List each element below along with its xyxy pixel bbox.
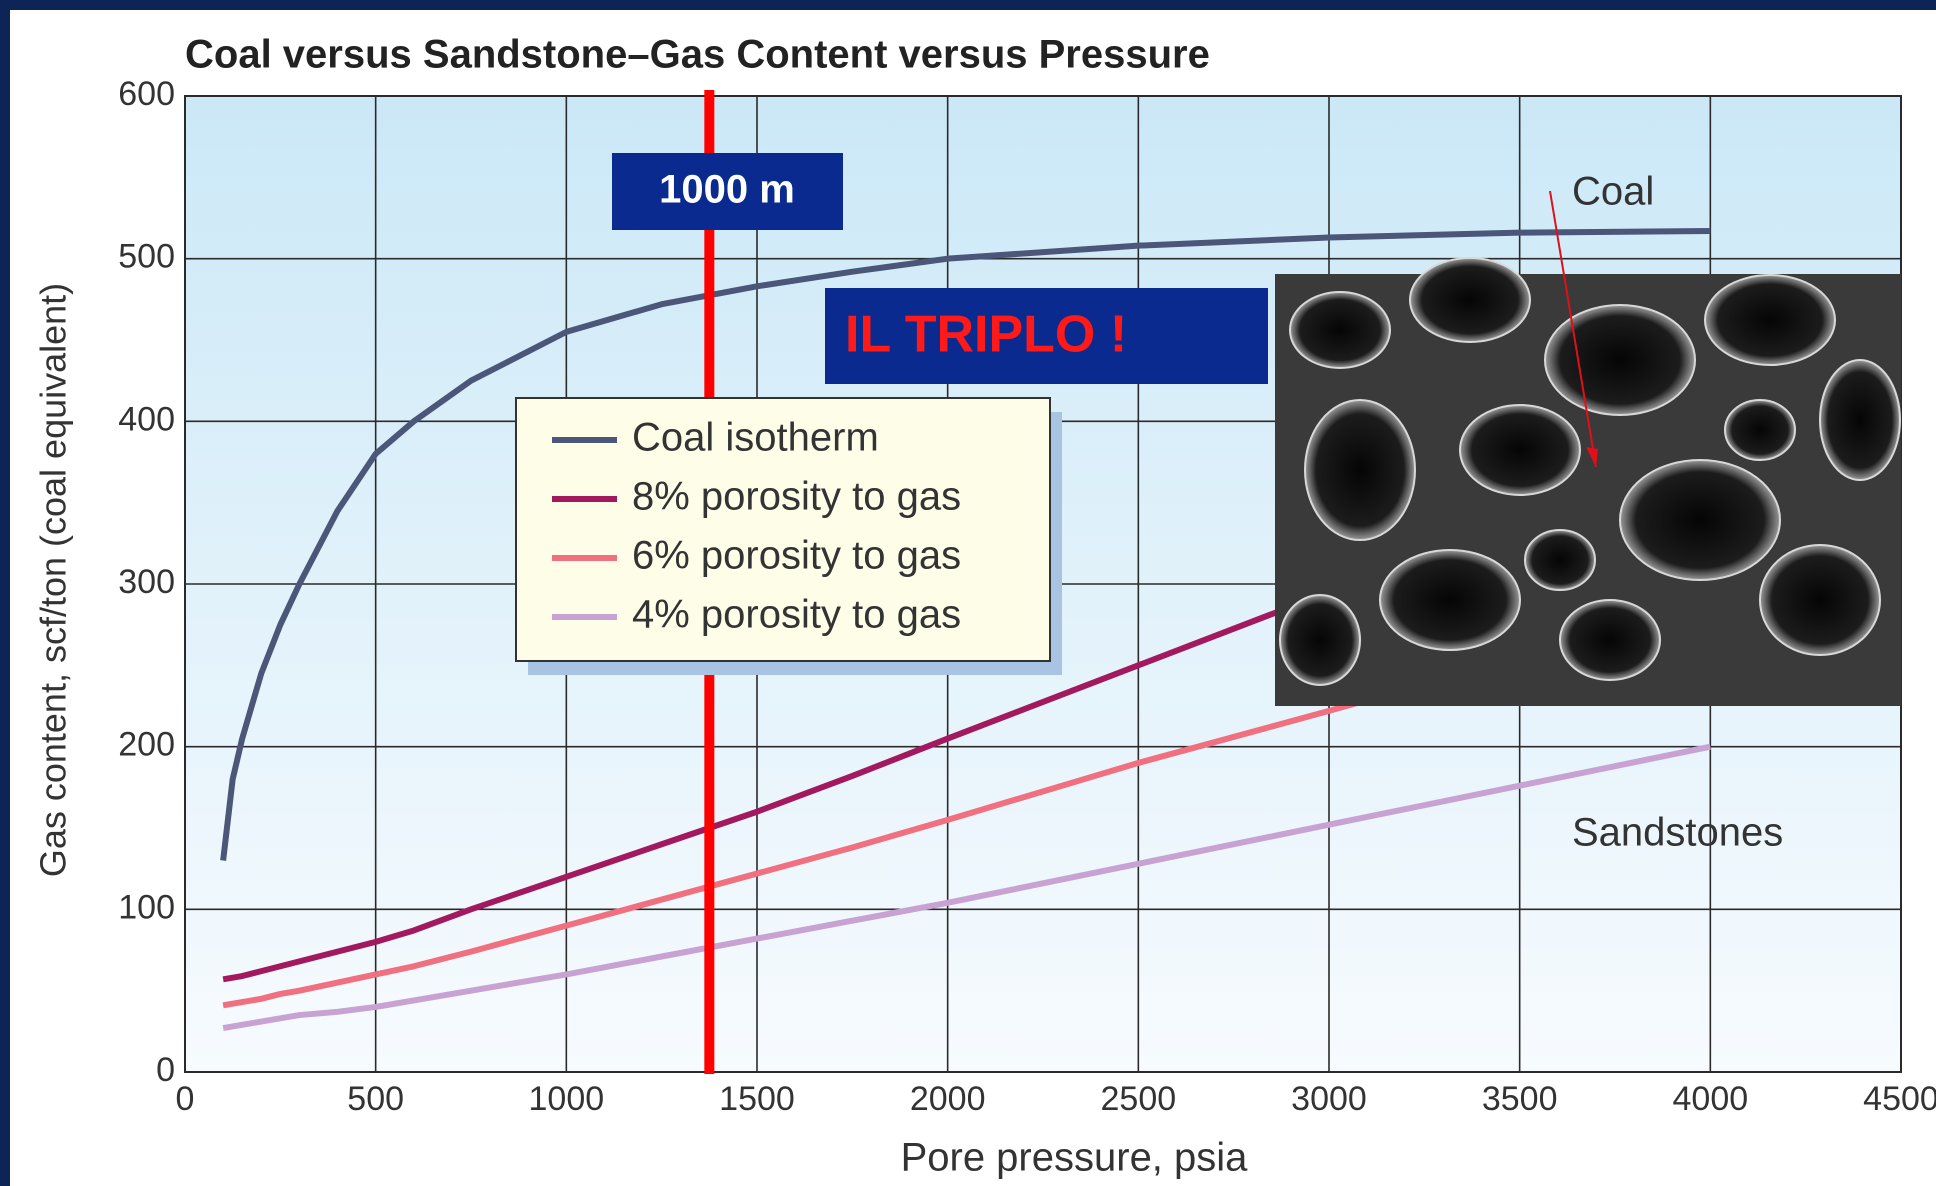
pore: [1559, 599, 1661, 681]
x-tick-label: 500: [347, 1080, 404, 1118]
pore: [1524, 529, 1596, 591]
x-tick-label: 1000: [529, 1080, 605, 1118]
x-tick-label: 2500: [1101, 1080, 1177, 1118]
pore: [1724, 399, 1796, 461]
pore: [1544, 304, 1696, 416]
coal-annotation: Coal: [1572, 170, 1654, 214]
x-tick-label: 0: [176, 1080, 195, 1118]
pore: [1304, 399, 1416, 541]
chart-title: Coal versus Sandstone–Gas Content versus…: [185, 33, 1210, 77]
callout: IL TRIPLO !: [845, 306, 1127, 364]
x-tick-label: 1500: [719, 1080, 795, 1118]
y-tick-label: 600: [118, 75, 175, 113]
depth-label: 1000 m: [659, 168, 795, 212]
y-tick-label: 100: [118, 888, 175, 926]
x-tick-label: 3000: [1291, 1080, 1367, 1118]
pore: [1704, 274, 1836, 366]
legend-label: 8% porosity to gas: [632, 475, 961, 519]
legend-label: 4% porosity to gas: [632, 593, 961, 637]
pore: [1289, 291, 1391, 369]
arrow-head: [1586, 447, 1598, 467]
x-tick-label: 4000: [1673, 1080, 1749, 1118]
pore: [1819, 359, 1901, 481]
pore: [1409, 257, 1531, 343]
legend-label: 6% porosity to gas: [632, 534, 961, 578]
arrow: [1549, 190, 1597, 468]
x-tick-label: 3500: [1482, 1080, 1558, 1118]
x-axis-label: Pore pressure, psia: [901, 1136, 1249, 1180]
series-line: [222, 442, 1712, 983]
pore: [1279, 594, 1361, 686]
y-axis-label: Gas content, scf/ton (coal equivalent): [33, 283, 74, 877]
series-line: [222, 597, 1712, 1009]
y-tick-label: 400: [118, 400, 175, 438]
pore: [1379, 549, 1521, 651]
pore: [1759, 544, 1881, 656]
y-tick-label: 300: [118, 563, 175, 601]
legend-label: Coal isotherm: [632, 416, 879, 460]
series-line: [222, 743, 1711, 1032]
pore: [1619, 459, 1781, 581]
y-tick-label: 0: [156, 1051, 175, 1089]
series-line: [220, 228, 1711, 861]
callout-box: [825, 288, 1268, 384]
pore: [1459, 404, 1581, 496]
depth-label-box: [612, 153, 843, 230]
y-tick-label: 500: [118, 238, 175, 276]
x-tick-label: 4500: [1863, 1080, 1936, 1118]
x-tick-label: 2000: [910, 1080, 986, 1118]
sem-photo: [1275, 257, 1901, 706]
overlays: 1000 m IL TRIPLO ! Coal isotherm 8% porosit…: [515, 90, 1901, 1074]
y-tick-label: 200: [118, 726, 175, 764]
sandstones-annotation: Sandstones: [1572, 811, 1783, 855]
lines: [220, 228, 1712, 1032]
